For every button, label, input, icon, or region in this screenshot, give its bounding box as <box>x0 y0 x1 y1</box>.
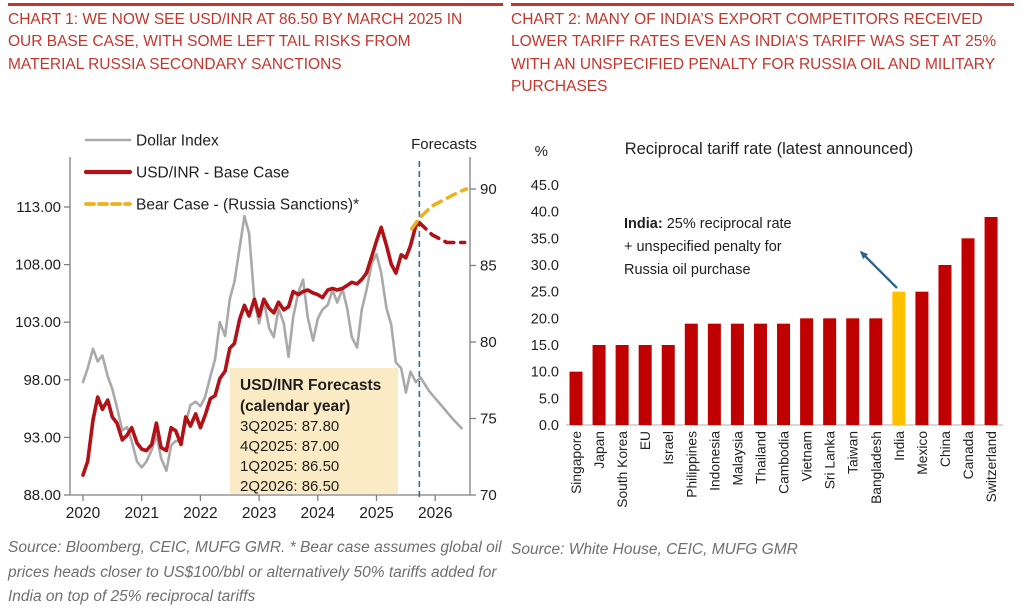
category-label: Singapore <box>569 431 584 494</box>
forecast-box-value: 1Q2025: 86.50 <box>240 458 339 475</box>
annotation-line-3: Russia oil purchase <box>624 262 751 278</box>
y-axis-tick-label: 0.0 <box>539 418 559 434</box>
chart1-line-chart: 113.00 108.00 103.00 98.00 93.00 88.00 90 85 80 7… <box>15 133 497 523</box>
category-label: Sri Lanka <box>823 431 838 490</box>
x-axis-tick-label: 2022 <box>183 505 217 522</box>
x-axis-tick-label: 2021 <box>124 505 158 522</box>
left-axis-tick-label: 93.00 <box>23 429 61 446</box>
category-label: Canada <box>961 431 976 480</box>
y-axis-tick-label: 15.0 <box>531 338 559 354</box>
category-label: Mexico <box>915 431 930 475</box>
right-axis-tick-label: 90 <box>480 181 497 198</box>
y-axis-tick-label: 45.0 <box>531 178 559 194</box>
right-axis-tick-label: 70 <box>480 487 497 504</box>
legend-label: USD/INR - Base Case <box>136 165 289 182</box>
bar-china <box>938 265 952 425</box>
usd-inr-base-case-line <box>81 220 422 477</box>
chart2-bar-chart: Reciprocal tariff rate (latest announced… <box>531 140 1003 508</box>
bar-bangladesh <box>869 318 883 425</box>
chart2-panel: CHART 2: MANY OF INDIA’S EXPORT COMPETIT… <box>511 0 1014 613</box>
y-axis-tick-label: 5.0 <box>539 391 559 407</box>
forecast-box-value: 3Q2025: 87.80 <box>240 418 339 435</box>
x-axis-tick-label: 2026 <box>418 505 452 522</box>
right-axis-tick-label: 80 <box>480 334 497 351</box>
bar-singapore <box>569 371 583 425</box>
category-label: Cambodia <box>777 431 792 494</box>
x-axis-tick-label: 2023 <box>242 505 276 522</box>
category-label: Bangladesh <box>869 431 884 504</box>
category-label: South Korea <box>615 431 630 508</box>
legend-label: Bear Case - (Russia Sanctions)* <box>136 197 359 214</box>
chart2-title: Reciprocal tariff rate (latest announced… <box>625 140 914 158</box>
forecast-box-value: 4Q2025: 87.00 <box>240 438 339 455</box>
category-label: Thailand <box>753 431 768 484</box>
y-axis-tick-label: 25.0 <box>531 285 559 301</box>
bar-sri-lanka <box>823 318 837 425</box>
chart2-heading: CHART 2: MANY OF INDIA’S EXPORT COMPETIT… <box>511 11 997 96</box>
chart1-heading: CHART 1: WE NOW SEE USD/INR AT 86.50 BY … <box>8 11 463 73</box>
chart2-source: Source: White House, CEIC, MUFG GMR <box>511 541 798 558</box>
category-label: Malaysia <box>730 431 745 486</box>
top-rule-left <box>8 3 503 6</box>
category-label: Switzerland <box>984 431 999 502</box>
y-axis-tick-label: 20.0 <box>531 311 559 327</box>
forecast-box-value: 2Q2026: 86.50 <box>240 478 339 495</box>
bar-israel <box>661 345 675 425</box>
category-label: Philippines <box>684 431 699 498</box>
bar-thailand <box>753 323 767 425</box>
x-axis-tick-label: 2025 <box>359 505 393 522</box>
usd-inr-base-case-forecast--line <box>417 220 467 245</box>
category-label: China <box>938 431 953 467</box>
bar-malaysia <box>730 323 744 425</box>
x-axis-tick-label: 2024 <box>301 505 336 522</box>
category-label: Indonesia <box>707 431 722 491</box>
bar-south-korea <box>615 345 629 425</box>
left-axis-tick-label: 113.00 <box>16 199 61 216</box>
top-rule-right <box>511 3 1014 6</box>
bar-taiwan <box>846 318 860 425</box>
bar-philippines <box>684 323 698 425</box>
bar-japan <box>592 345 606 425</box>
left-axis-tick-label: 88.00 <box>23 487 61 504</box>
category-label: Vietnam <box>800 431 815 481</box>
legend-label: Dollar Index <box>136 133 219 150</box>
bar-indonesia <box>707 323 721 425</box>
y-axis-tick-label: 35.0 <box>531 231 559 247</box>
category-label: Israel <box>661 431 676 465</box>
bar-cambodia <box>777 323 791 425</box>
bar-mexico <box>915 291 929 425</box>
left-axis-tick-label: 103.00 <box>15 314 61 331</box>
forecasts-label: Forecasts <box>411 136 477 153</box>
y-axis-tick-label: 40.0 <box>531 205 559 221</box>
bar-vietnam <box>800 318 814 425</box>
annotation-rest: 25% reciprocal rate <box>663 216 792 232</box>
forecast-box <box>230 368 398 494</box>
category-label: Taiwan <box>846 431 861 474</box>
annotation-line-1: India: 25% reciprocal rate <box>624 216 792 232</box>
x-axis-tick-label: 2020 <box>66 505 101 522</box>
y-axis-tick-label: 10.0 <box>531 365 559 381</box>
bar-canada <box>961 238 975 425</box>
annotation-arrow <box>859 250 898 289</box>
chart1-source: Source: Bloomberg, CEIC, MUFG GMR. * Bea… <box>8 539 502 605</box>
left-axis-tick-label: 108.00 <box>15 257 61 274</box>
bar-india <box>892 291 906 425</box>
bar-eu <box>638 345 652 425</box>
forecast-box-subtitle: (calendar year) <box>240 398 350 415</box>
forecast-box-title: USD/INR Forecasts <box>240 377 381 394</box>
right-axis-tick-label: 75 <box>480 411 497 428</box>
y-axis-tick-label: 30.0 <box>531 258 559 274</box>
bear-case-russia-sanctions--line <box>409 187 469 231</box>
bar-switzerland <box>984 217 998 425</box>
right-axis-tick-label: 85 <box>480 258 497 275</box>
y-axis-unit-label: % <box>535 143 548 160</box>
chart1-panel: CHART 1: WE NOW SEE USD/INR AT 86.50 BY … <box>8 0 503 613</box>
annotation-bold: India: <box>624 216 663 232</box>
category-label: Japan <box>592 431 607 469</box>
category-label: EU <box>638 431 653 450</box>
left-axis-tick-label: 98.00 <box>23 372 61 389</box>
annotation-line-2: + unspecified penalty for <box>624 239 782 255</box>
category-label: India <box>892 431 907 461</box>
